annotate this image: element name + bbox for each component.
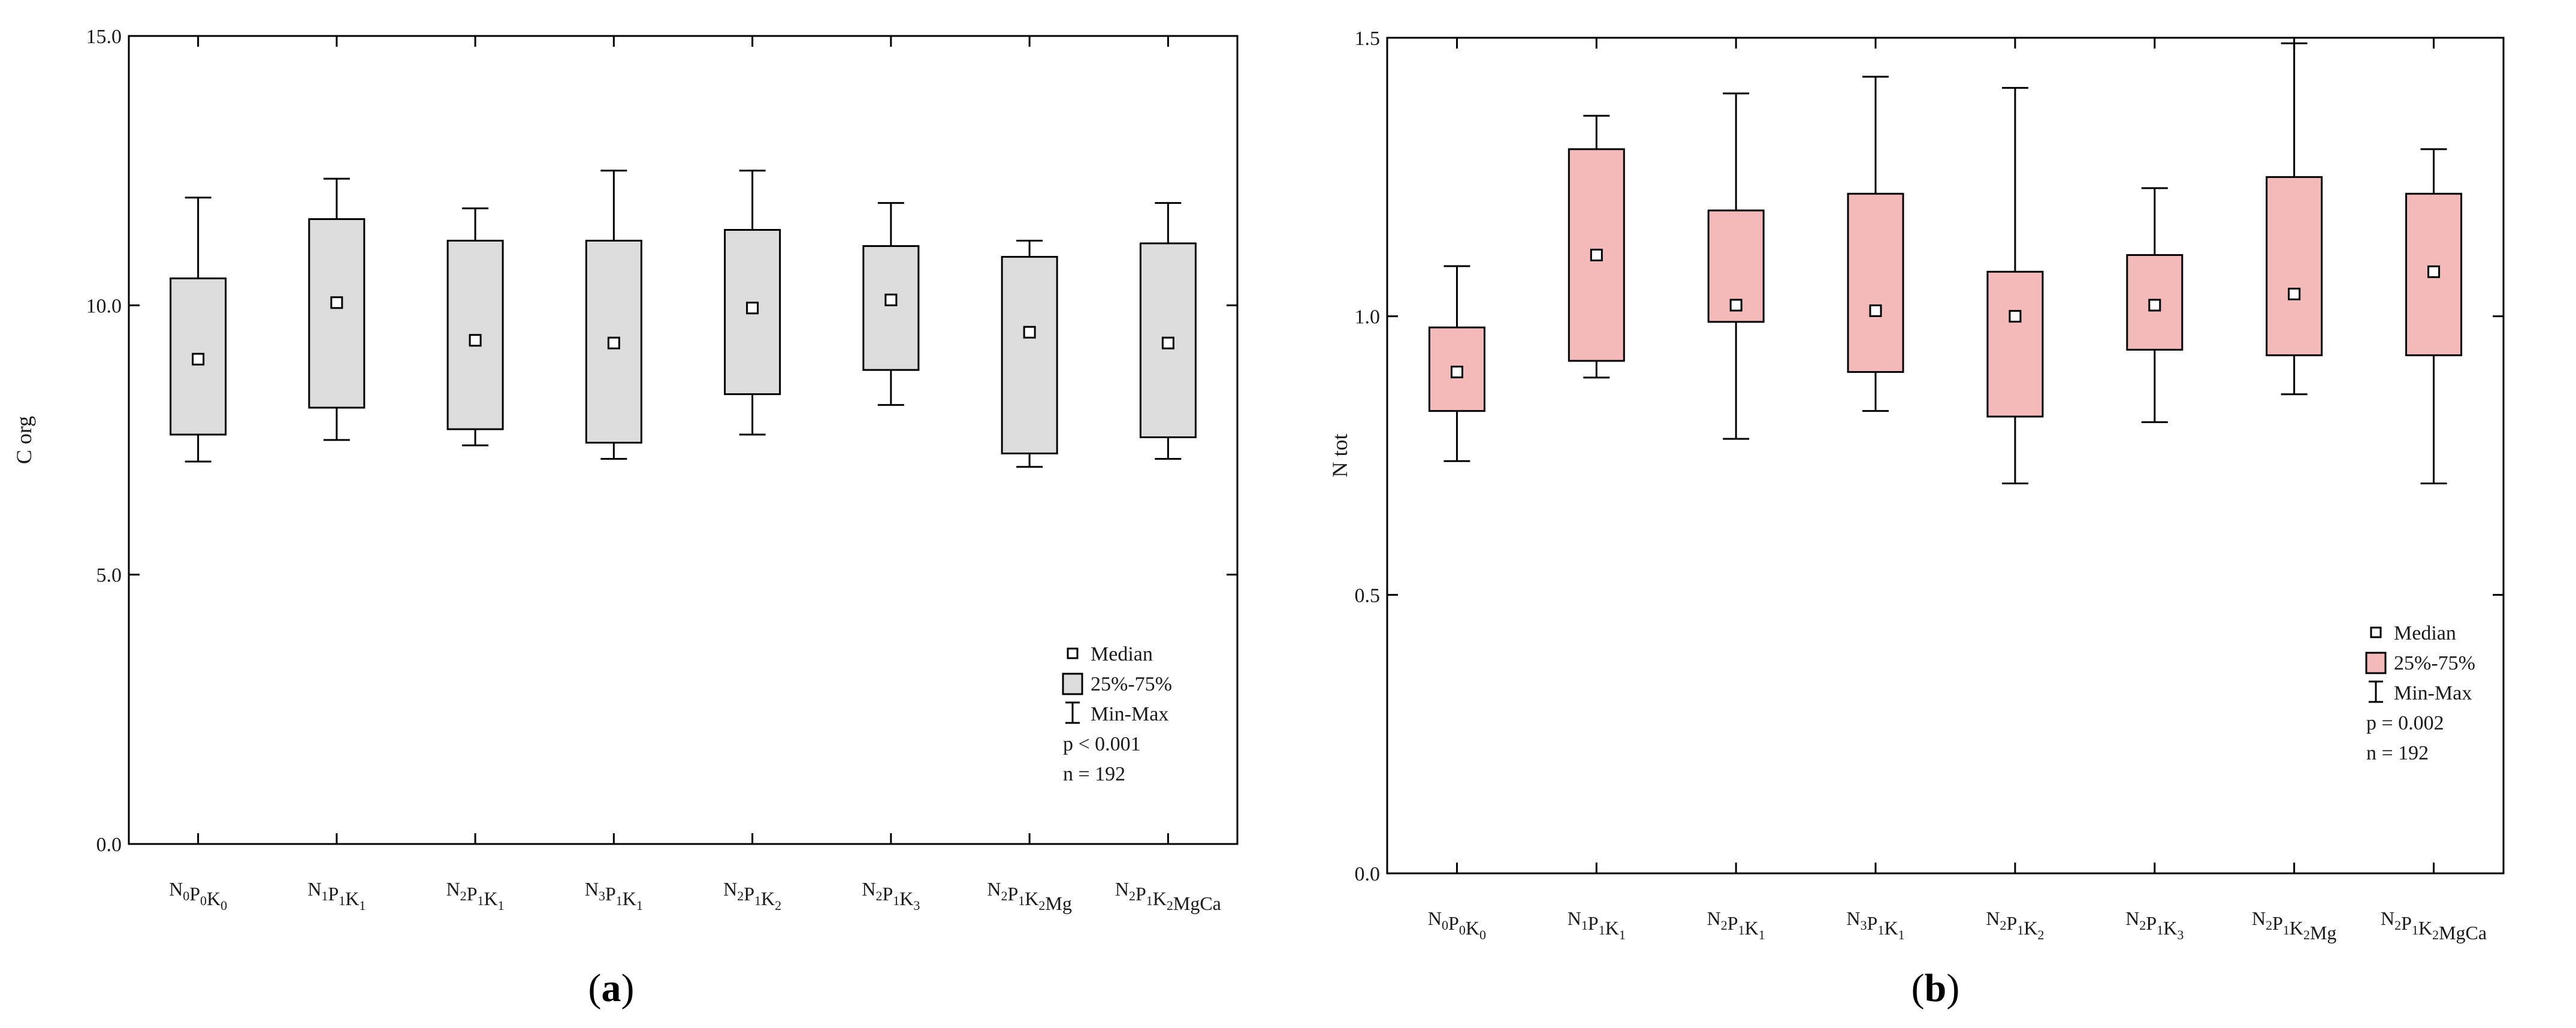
y-tick-label: 0.0 — [96, 834, 122, 856]
median-marker — [884, 293, 898, 306]
x-tick-label: N2P1K2Mg — [987, 878, 1071, 914]
y-tick-label: 5.0 — [96, 565, 122, 587]
legend-median-icon — [2370, 626, 2382, 638]
legend: Median 25%-75% Min-Max p < 0.001 n = 192 — [1062, 643, 1172, 785]
y-axis-label: N tot — [1328, 433, 1352, 477]
legend-box-icon — [1062, 673, 1083, 695]
median-marker — [469, 334, 482, 347]
median-marker — [1729, 299, 1743, 312]
median-marker — [607, 336, 620, 349]
legend-median-icon — [1067, 647, 1079, 659]
x-tick-label: N2P1K1 — [446, 878, 505, 913]
median-marker — [1869, 304, 1882, 317]
iqr-box — [308, 218, 366, 409]
x-tick-label: N3P1K1 — [585, 878, 643, 913]
median-marker — [1450, 366, 1463, 379]
legend-box-label: 25%-75% — [2394, 652, 2475, 674]
iqr-box — [1986, 270, 2044, 418]
x-tick-label: N1P1K1 — [307, 878, 366, 913]
median-marker — [192, 352, 205, 366]
x-tick-label: N2P1K1 — [1707, 908, 1765, 942]
iqr-box — [1001, 255, 1058, 454]
legend-whisker-label: Min-Max — [2394, 682, 2472, 704]
iqr-box — [862, 245, 920, 371]
legend-median-label: Median — [1091, 643, 1153, 665]
median-marker — [2288, 287, 2301, 300]
panel-label: (a) — [588, 966, 635, 1010]
median-marker — [1590, 248, 1603, 261]
iqr-box — [2266, 176, 2323, 357]
x-tick-label: N0P0K0 — [169, 878, 227, 913]
legend-p-value: p = 0.002 — [2366, 712, 2444, 734]
legend-n-value: n = 192 — [1063, 763, 1125, 785]
y-tick-label: 1.5 — [1355, 28, 1381, 50]
median-marker — [2148, 299, 2161, 312]
median-marker — [330, 296, 343, 309]
x-tick-label: N2P1K3 — [2125, 908, 2184, 942]
x-tick-label: N2P1K2MgCa — [2381, 908, 2487, 943]
panel-label: (b) — [1911, 966, 1960, 1010]
x-tick-label: N1P1K1 — [1568, 908, 1626, 942]
median-marker — [2427, 265, 2441, 278]
y-tick-label: 0.5 — [1355, 584, 1381, 607]
median-marker — [1023, 325, 1036, 339]
median-marker — [1161, 336, 1174, 349]
y-tick-label: 1.0 — [1355, 306, 1381, 328]
x-tick-label: N3P1K1 — [1847, 908, 1905, 942]
legend-median-label: Median — [2394, 622, 2456, 644]
legend-box-label: 25%-75% — [1091, 673, 1172, 695]
median-marker — [2009, 310, 2022, 323]
legend-p-value: p < 0.001 — [1063, 733, 1141, 755]
y-tick-label: 10.0 — [86, 295, 122, 317]
x-tick-label: N2P1K2Mg — [2252, 908, 2336, 943]
panel-a: 0.0 5.0 10.0 15.0 C org N0P0K0 N1P1K1 N2P1K1 N3P… — [12, 26, 1239, 1010]
plot-frame — [128, 35, 1239, 845]
iqr-box — [1568, 148, 1625, 362]
x-tick-label: N2P1K3 — [862, 878, 920, 913]
y-tick-label: 0.0 — [1355, 863, 1381, 885]
panel-b: 0.0 0.5 1.0 1.5 N tot N0P0K0 N1P1K1 N2P1K1 N3P1K… — [1328, 28, 2505, 1010]
x-tick-label: N2P1K2 — [723, 878, 781, 913]
y-tick-label: 15.0 — [86, 26, 122, 48]
legend: Median 25%-75% Min-Max p = 0.002 n = 192 — [2365, 622, 2475, 764]
legend-whisker-label: Min-Max — [1091, 703, 1168, 725]
median-marker — [746, 302, 759, 315]
iqr-box — [1847, 192, 1904, 373]
legend-n-value: n = 192 — [2366, 742, 2429, 764]
x-tick-label: N2P1K2MgCa — [1115, 878, 1221, 914]
x-tick-label: N0P0K0 — [1428, 908, 1486, 942]
legend-box-icon — [2365, 652, 2387, 674]
x-tick-label: N2P1K2 — [1986, 908, 2044, 942]
y-axis-label: C org — [12, 416, 36, 464]
plot-frame — [1386, 37, 2505, 875]
